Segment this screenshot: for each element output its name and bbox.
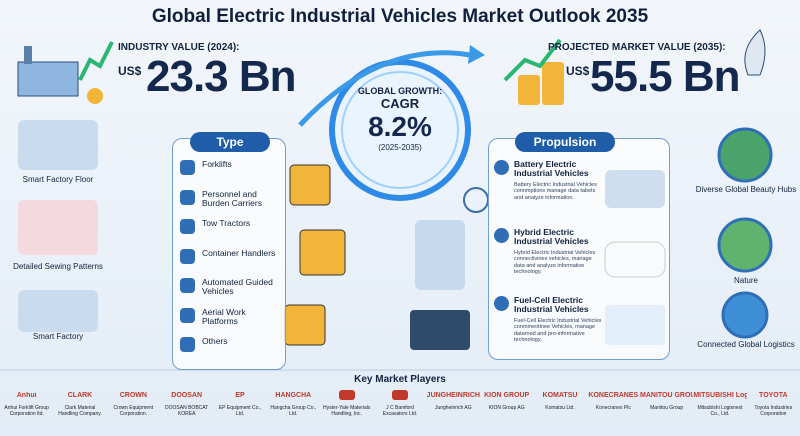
player-logo: CROWN (119, 392, 147, 399)
player-logo: HANGCHA (275, 392, 312, 399)
stat-label: INDUSTRY VALUE (2024): (118, 42, 240, 53)
stat-currency: US$ (118, 64, 142, 78)
type-item: Forklifts (202, 159, 232, 169)
player-logo: MANITOU GROUP (640, 392, 694, 399)
player-logo: Anhui (16, 392, 37, 399)
player-logo: TOYOTA (759, 392, 788, 399)
side-label: Smart Factory (32, 332, 84, 341)
type-item: Container Handlers (202, 247, 276, 258)
type-icon (180, 219, 195, 234)
type-icon (180, 278, 195, 293)
player-name: J C Bamford Excavators Ltd. (382, 405, 418, 417)
growth-block: GLOBAL GROWTH: CAGR 8.2% (2025-2035) (340, 86, 460, 152)
players-title: Key Market Players (354, 374, 446, 385)
stat-label: PROJECTED MARKET VALUE (2035): (548, 42, 726, 53)
propulsion-title: Battery Electric Industrial Vehicles (514, 159, 589, 179)
player-name: Jungheinrich AG (434, 405, 472, 411)
type-icon (180, 307, 195, 323)
player-logo: KONECRANES (588, 392, 639, 399)
type-icon (180, 160, 195, 175)
player-name: Clark Material Handling Company. (58, 405, 102, 417)
player-logo: MITSUBISHI Logisnext (693, 392, 747, 399)
player-logo: JUNGHEINRICH (426, 392, 480, 399)
player-name: Crown Equipment Corporation. (113, 405, 154, 417)
growth-label: GLOBAL GROWTH: (357, 86, 443, 96)
growth-value: 8.2% (368, 111, 432, 142)
propulsion-icon (494, 228, 509, 243)
side-label: Smart Factory Floor (22, 175, 94, 184)
player-logo-icon (338, 390, 355, 400)
player-name: Anhui Forklift Group Corporation ltd. (4, 405, 49, 417)
panel-title: Type (190, 132, 270, 152)
player-logo-icon (392, 390, 408, 400)
player-logo: CLARK (67, 392, 93, 399)
player-name: Hangcha Group Co., Ltd. (270, 405, 317, 417)
player-name: Manitou Group (650, 405, 684, 411)
propulsion-description: Fuel-Cell Electric Industrial Vehicles c… (514, 318, 602, 343)
player-logo: EP (235, 392, 245, 399)
type-icon (180, 189, 195, 205)
player-name: Konecranes Plc (595, 405, 631, 411)
type-item: Others (202, 336, 228, 346)
player-name: EP Equipment Co., Ltd. (218, 405, 262, 417)
player-logo: KOMATSU (542, 392, 578, 399)
type-item: Tow Tractors (202, 218, 251, 228)
side-label: Detailed Sewing Patterns (13, 262, 103, 271)
growth-period: (2025-2035) (378, 143, 422, 152)
type-item: Automated Guided Vehicles (202, 277, 273, 297)
title: Global Electric Industrial Vehicles Mark… (151, 6, 649, 27)
stat-value: 55.5 Bn (590, 52, 741, 101)
player-name: Mitsubishi Logisnext Co., Ltd. (697, 405, 743, 417)
player-name: Toyota Industries Corporation (754, 405, 793, 417)
growth-metric: CAGR (380, 96, 420, 111)
propulsion-panel (488, 138, 670, 360)
type-icon (180, 248, 195, 264)
type-item: Personnel and Burden Carriers (202, 188, 262, 208)
type-icon (180, 337, 195, 352)
stat-value: 23.3 Bn (146, 52, 297, 101)
propulsion-icon (494, 296, 509, 311)
propulsion-title: Hybrid Electric Industrial Vehicles (514, 227, 589, 247)
player-logo: KION GROUP (484, 392, 530, 399)
type-item: Aerial Work Platforms (202, 306, 246, 326)
side-label: Diverse Global Beauty Hubs (695, 185, 797, 194)
player-name: DOOSAN BOBCAT KOREA (165, 405, 209, 417)
propulsion-description: Hybrid Electric Industrial Vehicles conn… (514, 250, 596, 275)
panel-title: Propulsion (515, 132, 615, 152)
side-label: Connected Global Logistics (697, 340, 795, 349)
player-name: Hyster-Yale Materials Handling, Inc. (322, 405, 371, 417)
player-name: Komatsu Ltd. (545, 405, 575, 411)
player-name: KION Group AG (488, 405, 525, 411)
propulsion-title: Fuel-Cell Electric Industrial Vehicles (514, 295, 589, 315)
player-logo: DOOSAN (171, 392, 203, 399)
stat-currency: US$ (566, 64, 590, 78)
propulsion-description: Battery Electric Industrial Vehicles con… (514, 182, 597, 201)
side-label: Nature (733, 276, 758, 285)
propulsion-icon (494, 160, 509, 175)
